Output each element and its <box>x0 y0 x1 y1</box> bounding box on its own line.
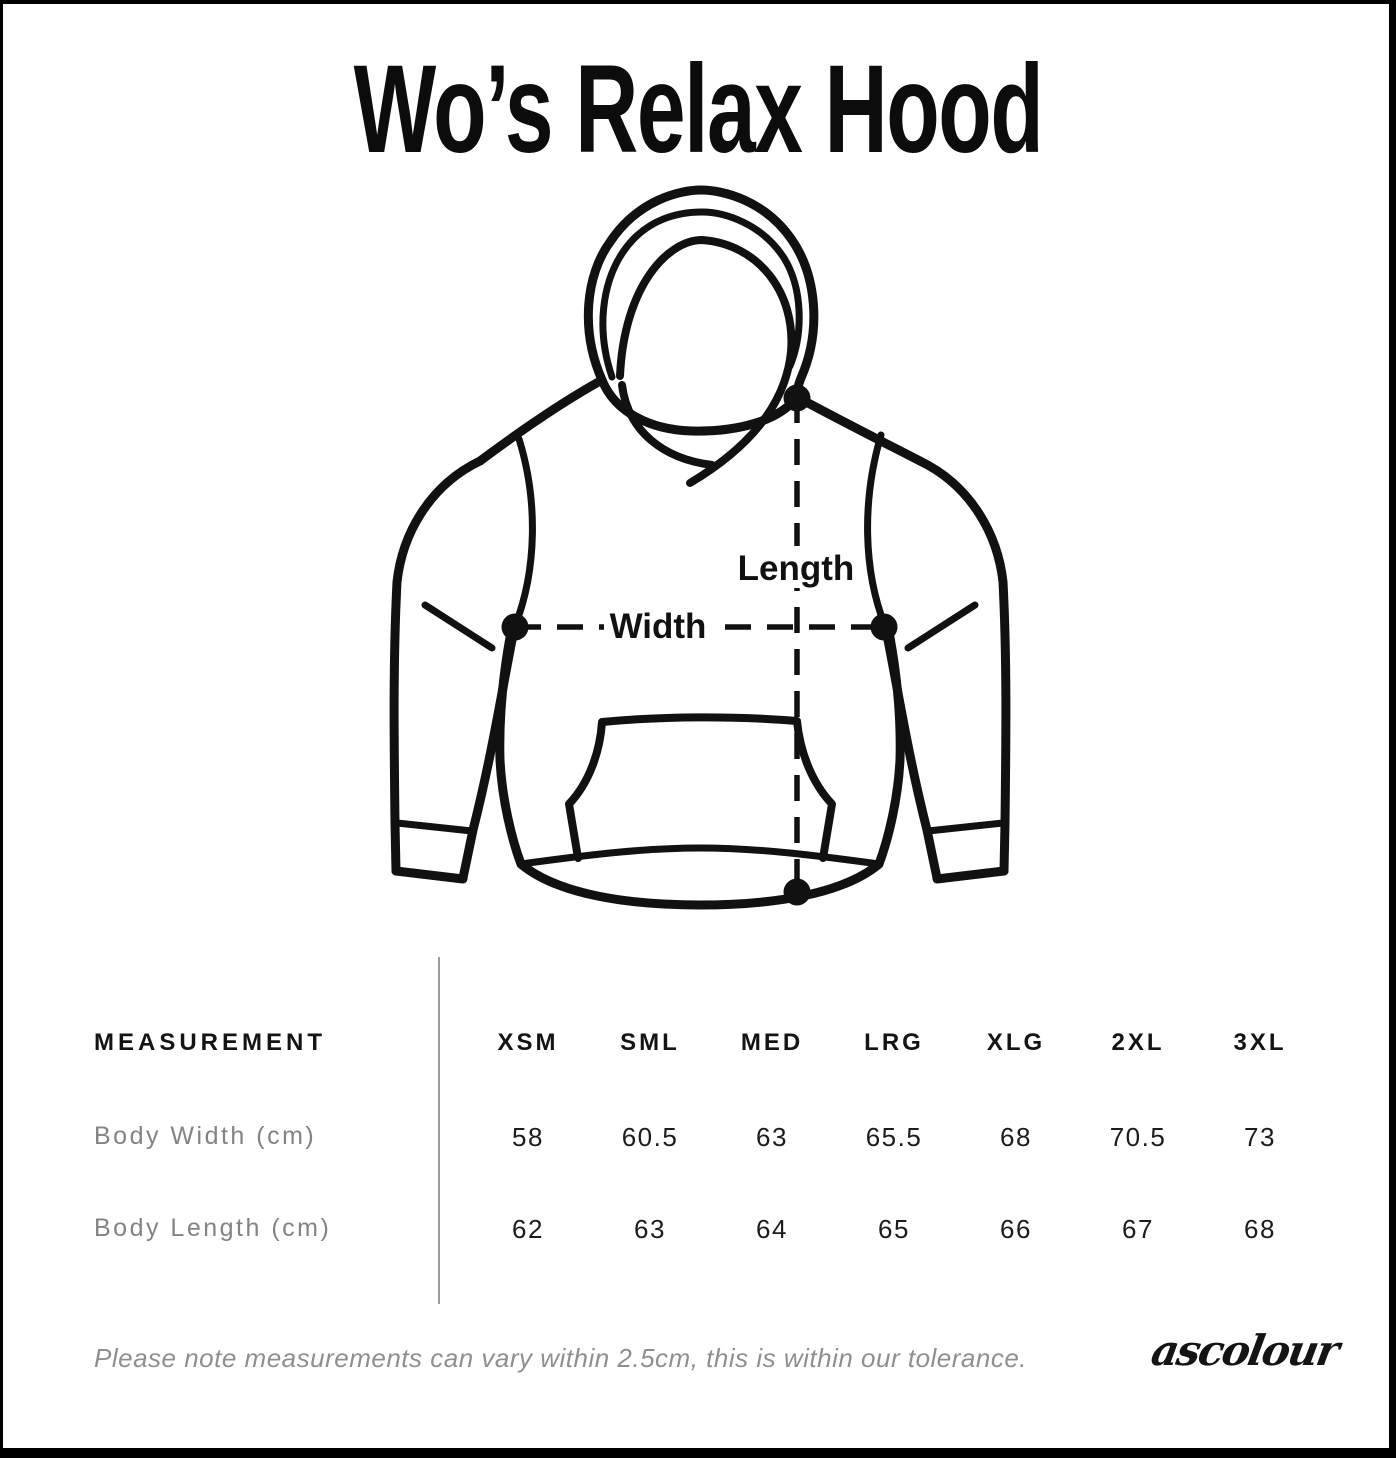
left-underarm-seam <box>421 601 496 652</box>
body-width-med: 63 <box>756 1122 788 1152</box>
width-label: Width <box>610 607 707 646</box>
size-header-2xl: 2XL <box>1111 1029 1165 1056</box>
left-cuff-top-line <box>393 819 476 835</box>
right-cuff-bottom-line <box>932 866 1009 884</box>
body-length-2xl: 67 <box>1122 1214 1154 1244</box>
width-label-backdrop <box>604 606 712 645</box>
body-width-xsm: 58 <box>512 1122 544 1152</box>
body-length-xlg: 66 <box>1000 1214 1032 1244</box>
body-length-sml: 63 <box>634 1214 666 1244</box>
body-width-xlg: 68 <box>1000 1122 1032 1152</box>
tolerance-note: Please note measurements can vary within… <box>94 1343 1028 1373</box>
right-sleeve-outer-path <box>915 456 1011 876</box>
size-header-lrg: LRG <box>864 1029 924 1056</box>
body-length-3xl: 68 <box>1244 1214 1276 1244</box>
length-label-backdrop <box>740 546 852 588</box>
body-left-path <box>495 627 526 869</box>
measure-dot-left-armpit <box>501 613 529 641</box>
size-header-sml: SML <box>620 1029 680 1056</box>
measurement-overlay: Length Width <box>501 384 898 906</box>
hoodie-diagram: Length Width <box>380 180 1020 960</box>
left-shoulder-path <box>475 375 607 466</box>
body-width-sml: 60.5 <box>621 1122 679 1152</box>
size-header-xsm: XSM <box>497 1029 559 1056</box>
hem-bottom-path <box>516 859 884 910</box>
right-underarm-seam <box>904 601 979 652</box>
measure-dot-shoulder <box>783 384 811 412</box>
right-cuff-top-line <box>924 819 1007 835</box>
body-width-2xl: 70.5 <box>1109 1122 1167 1152</box>
hoodie-diagram-svg: Length Width <box>389 185 1011 910</box>
body-right-path <box>874 627 905 869</box>
table-divider <box>438 957 440 1304</box>
length-label: Length <box>738 549 855 588</box>
body-length-lrg: 65 <box>878 1214 910 1244</box>
right-shoulder-path <box>792 392 925 466</box>
page-title: Wo’s Relax Hood <box>353 40 1044 179</box>
measurement-column-header: MEASUREMENT <box>94 1029 327 1056</box>
hoodie-outline <box>389 185 1011 910</box>
body-length-xsm: 62 <box>512 1214 544 1244</box>
hood-opening-right-flap-path <box>616 236 796 487</box>
left-armhole-seam <box>511 435 536 630</box>
body-length-med: 64 <box>756 1214 788 1244</box>
left-sleeve-outer-path <box>389 456 485 876</box>
row-label-body-length: Body Length (cm) <box>94 1214 332 1242</box>
ascolour-logo: ascolour <box>1147 1326 1342 1375</box>
hood-inner-path <box>599 208 803 381</box>
body-width-3xl: 73 <box>1244 1122 1276 1152</box>
size-header-xlg: XLG <box>986 1029 1046 1056</box>
right-armhole-seam <box>864 431 889 630</box>
measure-dot-hem <box>783 878 811 906</box>
measure-dot-right-armpit <box>870 613 898 641</box>
hood-outer-path <box>583 185 819 402</box>
body-width-lrg: 65.5 <box>865 1122 923 1152</box>
size-header-3xl: 3XL <box>1233 1029 1287 1056</box>
row-label-body-width: Body Width (cm) <box>94 1122 317 1150</box>
hood-bottom-path <box>597 375 802 436</box>
kangaroo-pocket-path <box>565 713 836 862</box>
size-header-med: MED <box>740 1029 804 1056</box>
hood-left-flap-path <box>618 381 716 469</box>
left-cuff-bottom-line <box>391 866 468 884</box>
